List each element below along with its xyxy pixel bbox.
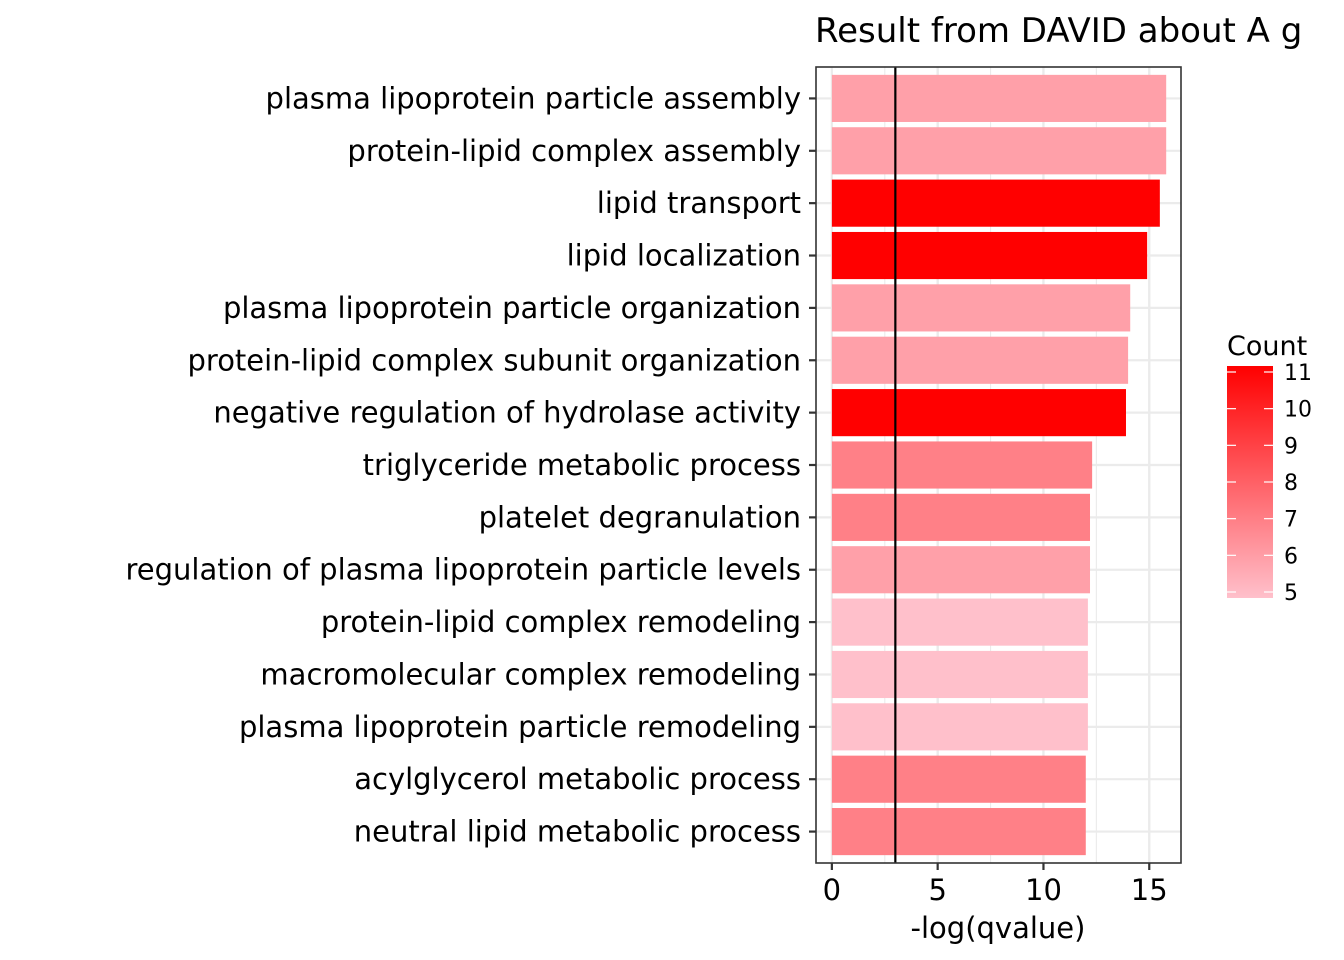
- bar: [831, 703, 1088, 751]
- bars: [831, 74, 1167, 856]
- bar: [831, 650, 1088, 699]
- legend-tick-label: 6: [1284, 544, 1298, 569]
- legend-tick-label: 10: [1284, 398, 1312, 423]
- x-axis-title: -log(qvalue): [911, 911, 1086, 945]
- bar: [831, 74, 1167, 122]
- bar: [831, 598, 1088, 646]
- chart-title: Result from DAVID about A g: [815, 11, 1302, 51]
- bar: [831, 441, 1093, 489]
- legend-tick-label: 9: [1284, 434, 1298, 459]
- bar: [831, 179, 1160, 227]
- y-tick-label: negative regulation of hydrolase activit…: [213, 396, 801, 430]
- y-tick-label: plasma lipoprotein particle organization: [223, 291, 801, 325]
- y-tick-label: lipid localization: [567, 239, 801, 273]
- y-tick-label: regulation of plasma lipoprotein particl…: [126, 553, 802, 587]
- y-tick-label: lipid transport: [597, 186, 801, 220]
- bar: [831, 755, 1086, 803]
- bar: [831, 336, 1129, 384]
- x-tick-label: 10: [1025, 873, 1062, 907]
- y-tick-label: protein-lipid complex subunit organizati…: [188, 343, 802, 377]
- bar: [831, 389, 1126, 437]
- legend-tick-label: 8: [1284, 471, 1298, 496]
- x-tick-label: 0: [823, 873, 841, 907]
- bar: [831, 808, 1086, 856]
- legend: Count 5 6 7 8 9 10 11: [1227, 331, 1312, 606]
- bar: [831, 284, 1131, 332]
- legend-tick-label: 11: [1284, 361, 1312, 386]
- legend-ticks: 5 6 7 8 9 10 11: [1227, 361, 1312, 606]
- legend-tick-label: 7: [1284, 508, 1298, 533]
- y-tick-label: plasma lipoprotein particle remodeling: [239, 710, 801, 744]
- y-tick-label: macromolecular complex remodeling: [260, 657, 801, 691]
- x-tick-label: 5: [928, 873, 946, 907]
- y-tick-label: triglyceride metabolic process: [363, 448, 801, 482]
- x-axis: 0 5 10 15: [823, 863, 1168, 907]
- legend-title: Count: [1227, 331, 1307, 362]
- legend-tick-label: 5: [1284, 581, 1298, 606]
- y-tick-label: neutral lipid metabolic process: [354, 815, 801, 849]
- y-tick-label: platelet degranulation: [479, 500, 801, 534]
- y-tick-label: protein-lipid complex assembly: [347, 134, 801, 168]
- y-tick-label: plasma lipoprotein particle assembly: [266, 81, 801, 115]
- y-tick-label: protein-lipid complex remodeling: [321, 605, 801, 639]
- bar: [831, 493, 1091, 541]
- y-axis: plasma lipoprotein particle assembly prot…: [126, 81, 816, 849]
- bar: [831, 231, 1148, 280]
- bar: [831, 127, 1167, 175]
- y-tick-label: acylglycerol metabolic process: [354, 762, 801, 796]
- bar: [831, 546, 1091, 594]
- x-tick-label: 15: [1131, 873, 1168, 907]
